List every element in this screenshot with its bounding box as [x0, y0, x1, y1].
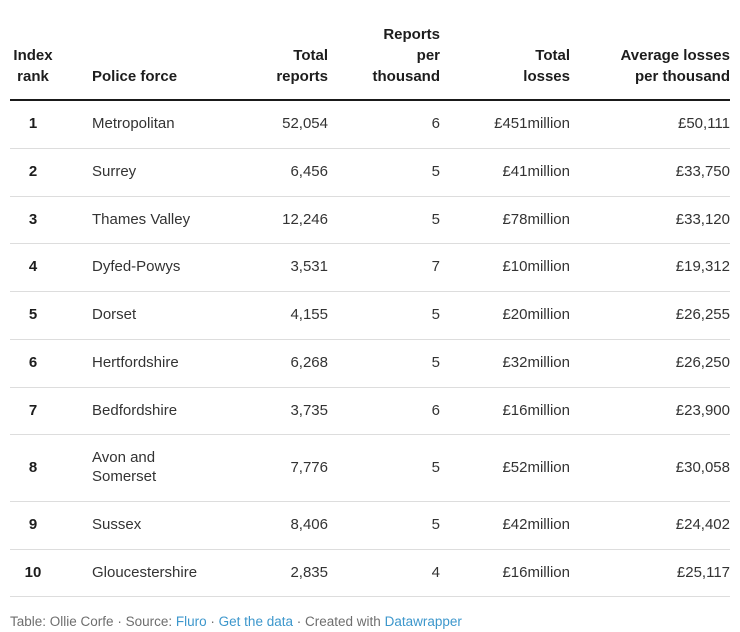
table-body: 1 Metropolitan 52,054 6 £451million £50,…: [10, 100, 730, 598]
rank-cell: 4: [10, 243, 56, 292]
total-reports-cell: 52,054: [241, 100, 328, 149]
header-avg-losses: Average losses per thousand: [570, 0, 730, 101]
police-force-cell: Gloucestershire: [56, 549, 241, 598]
avg-losses-cell: £23,900: [570, 387, 730, 436]
reports-per-thousand-cell: 6: [328, 100, 440, 149]
reports-per-thousand-cell: 6: [328, 387, 440, 436]
police-fraud-table-container: Index rank Police force Total reports Re…: [10, 0, 730, 598]
police-force-cell: Surrey: [56, 148, 241, 197]
table-row: 4 Dyfed-Powys 3,531 7 £10million £19,312: [10, 243, 730, 292]
header-index-rank: Index rank: [10, 0, 56, 101]
reports-per-thousand-cell: 5: [328, 434, 440, 502]
total-reports-cell: 6,268: [241, 339, 328, 388]
get-the-data-link[interactable]: Get the data: [218, 614, 293, 630]
total-reports-cell: 6,456: [241, 148, 328, 197]
total-losses-cell: £42million: [440, 501, 570, 550]
police-force-cell: Metropolitan: [56, 100, 241, 149]
datawrapper-link[interactable]: Datawrapper: [384, 614, 462, 630]
source-link-fluro[interactable]: Fluro: [175, 614, 207, 630]
total-reports-cell: 8,406: [241, 501, 328, 550]
avg-losses-cell: £26,250: [570, 339, 730, 388]
total-losses-cell: £451million: [440, 100, 570, 149]
police-force-cell: Dyfed-Powys: [56, 243, 241, 292]
reports-per-thousand-cell: 5: [328, 501, 440, 550]
total-losses-cell: £32million: [440, 339, 570, 388]
header-police-force: Police force: [56, 0, 241, 101]
separator-dot: ·: [117, 614, 122, 630]
table-row: 5 Dorset 4,155 5 £20million £26,255: [10, 291, 730, 340]
total-losses-cell: £41million: [440, 148, 570, 197]
total-reports-cell: 3,735: [241, 387, 328, 436]
rank-cell: 7: [10, 387, 56, 436]
rank-cell: 2: [10, 148, 56, 197]
reports-per-thousand-cell: 7: [328, 243, 440, 292]
total-losses-cell: £78million: [440, 196, 570, 245]
table-row: 2 Surrey 6,456 5 £41million £33,750: [10, 148, 730, 197]
rank-cell: 6: [10, 339, 56, 388]
created-with-label: Created with: [305, 614, 381, 630]
total-reports-cell: 2,835: [241, 549, 328, 598]
table-row: 8 Avon and Somerset 7,776 5 £52million £…: [10, 434, 730, 502]
header-reports-per-thousand: Reports per thousand: [328, 0, 440, 101]
total-reports-cell: 7,776: [241, 434, 328, 502]
header-total-reports: Total reports: [241, 0, 328, 101]
credits-footer: Table: Ollie Corfe · Source: Fluro · Get…: [10, 613, 730, 632]
table-row: 6 Hertfordshire 6,268 5 £32million £26,2…: [10, 339, 730, 388]
reports-per-thousand-cell: 5: [328, 148, 440, 197]
total-losses-cell: £16million: [440, 387, 570, 436]
rank-cell: 10: [10, 549, 56, 598]
rank-cell: 8: [10, 434, 56, 502]
table-row: 9 Sussex 8,406 5 £42million £24,402: [10, 501, 730, 550]
police-force-cell: Sussex: [56, 501, 241, 550]
police-force-cell: Avon and Somerset: [56, 434, 241, 502]
reports-per-thousand-cell: 4: [328, 549, 440, 598]
total-losses-cell: £10million: [440, 243, 570, 292]
avg-losses-cell: £30,058: [570, 434, 730, 502]
avg-losses-cell: £33,750: [570, 148, 730, 197]
total-losses-cell: £20million: [440, 291, 570, 340]
header-row: Index rank Police force Total reports Re…: [10, 0, 730, 101]
avg-losses-cell: £19,312: [570, 243, 730, 292]
header-total-losses: Total losses: [440, 0, 570, 101]
police-force-cell: Thames Valley: [56, 196, 241, 245]
police-fraud-table: Index rank Police force Total reports Re…: [10, 0, 730, 598]
police-force-cell: Bedfordshire: [56, 387, 241, 436]
reports-per-thousand-cell: 5: [328, 196, 440, 245]
rank-cell: 5: [10, 291, 56, 340]
total-reports-cell: 4,155: [241, 291, 328, 340]
police-force-cell: Hertfordshire: [56, 339, 241, 388]
separator-dot: ·: [210, 614, 215, 630]
total-reports-cell: 3,531: [241, 243, 328, 292]
table-header: Index rank Police force Total reports Re…: [10, 0, 730, 101]
avg-losses-cell: £25,117: [570, 549, 730, 598]
avg-losses-cell: £26,255: [570, 291, 730, 340]
table-row: 10 Gloucestershire 2,835 4 £16million £2…: [10, 549, 730, 598]
table-credit: Table: Ollie Corfe: [10, 614, 114, 630]
reports-per-thousand-cell: 5: [328, 339, 440, 388]
separator-dot: ·: [296, 614, 302, 630]
rank-cell: 9: [10, 501, 56, 550]
reports-per-thousand-cell: 5: [328, 291, 440, 340]
table-row: 1 Metropolitan 52,054 6 £451million £50,…: [10, 100, 730, 149]
total-losses-cell: £16million: [440, 549, 570, 598]
avg-losses-cell: £50,111: [570, 100, 730, 149]
rank-cell: 3: [10, 196, 56, 245]
table-row: 3 Thames Valley 12,246 5 £78million £33,…: [10, 196, 730, 245]
police-force-cell: Dorset: [56, 291, 241, 340]
source-label: Source:: [125, 614, 173, 630]
total-losses-cell: £52million: [440, 434, 570, 502]
table-row: 7 Bedfordshire 3,735 6 £16million £23,90…: [10, 387, 730, 436]
avg-losses-cell: £33,120: [570, 196, 730, 245]
total-reports-cell: 12,246: [241, 196, 328, 245]
rank-cell: 1: [10, 100, 56, 149]
avg-losses-cell: £24,402: [570, 501, 730, 550]
